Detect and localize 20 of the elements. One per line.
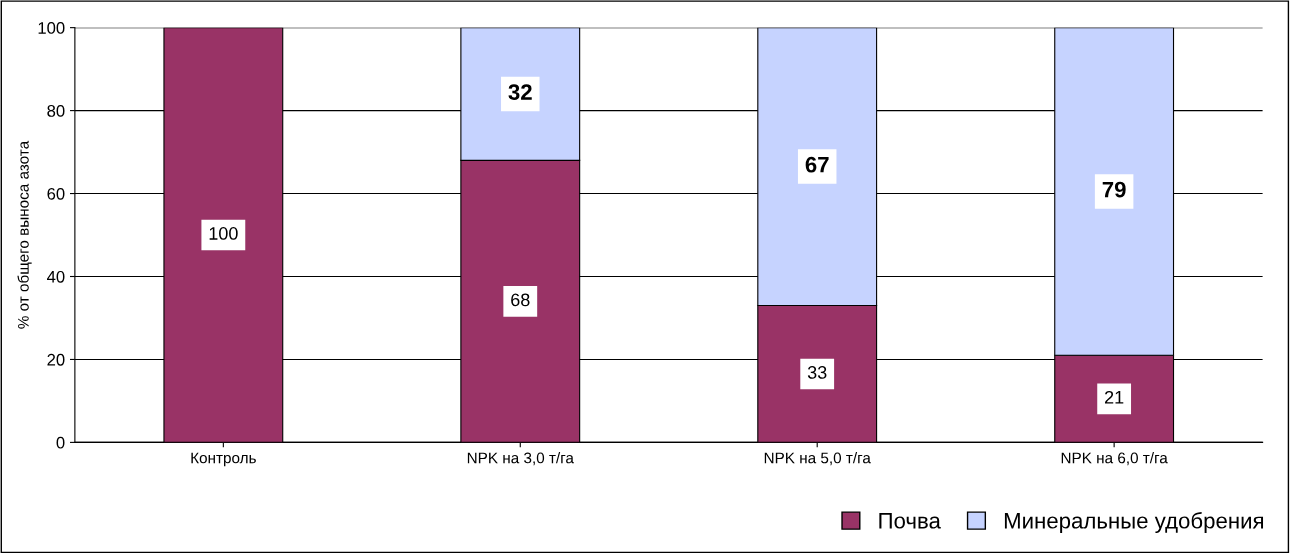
- y-tick-label: 60: [47, 187, 65, 200]
- y-tick-label: 0: [56, 436, 65, 449]
- data-label: 100: [209, 227, 238, 240]
- y-axis-title: % от общего выноса азота: [17, 140, 32, 329]
- x-tick-label: NPK на 6,0 т/га: [1061, 452, 1168, 466]
- data-label: 32: [508, 84, 532, 101]
- data-label: 33: [807, 366, 827, 379]
- data-label: 67: [805, 156, 829, 173]
- y-tick-label: 20: [47, 353, 65, 366]
- legend-label: Почва: [879, 513, 941, 529]
- y-tick-label: 100: [38, 22, 65, 34]
- legend-label: Минеральные удобрения: [1004, 512, 1264, 533]
- y-tick-label: 40: [47, 270, 65, 283]
- x-tick-label: NPK на 3,0 т/га: [467, 452, 574, 466]
- y-tick-label: 80: [47, 105, 65, 117]
- x-tick-label: Контроль: [191, 452, 256, 467]
- x-tick-label: NPK на 5,0 т/га: [764, 452, 871, 466]
- data-label: 21: [1105, 390, 1124, 404]
- data-label: 79: [1102, 181, 1126, 198]
- data-label: 68: [511, 293, 530, 307]
